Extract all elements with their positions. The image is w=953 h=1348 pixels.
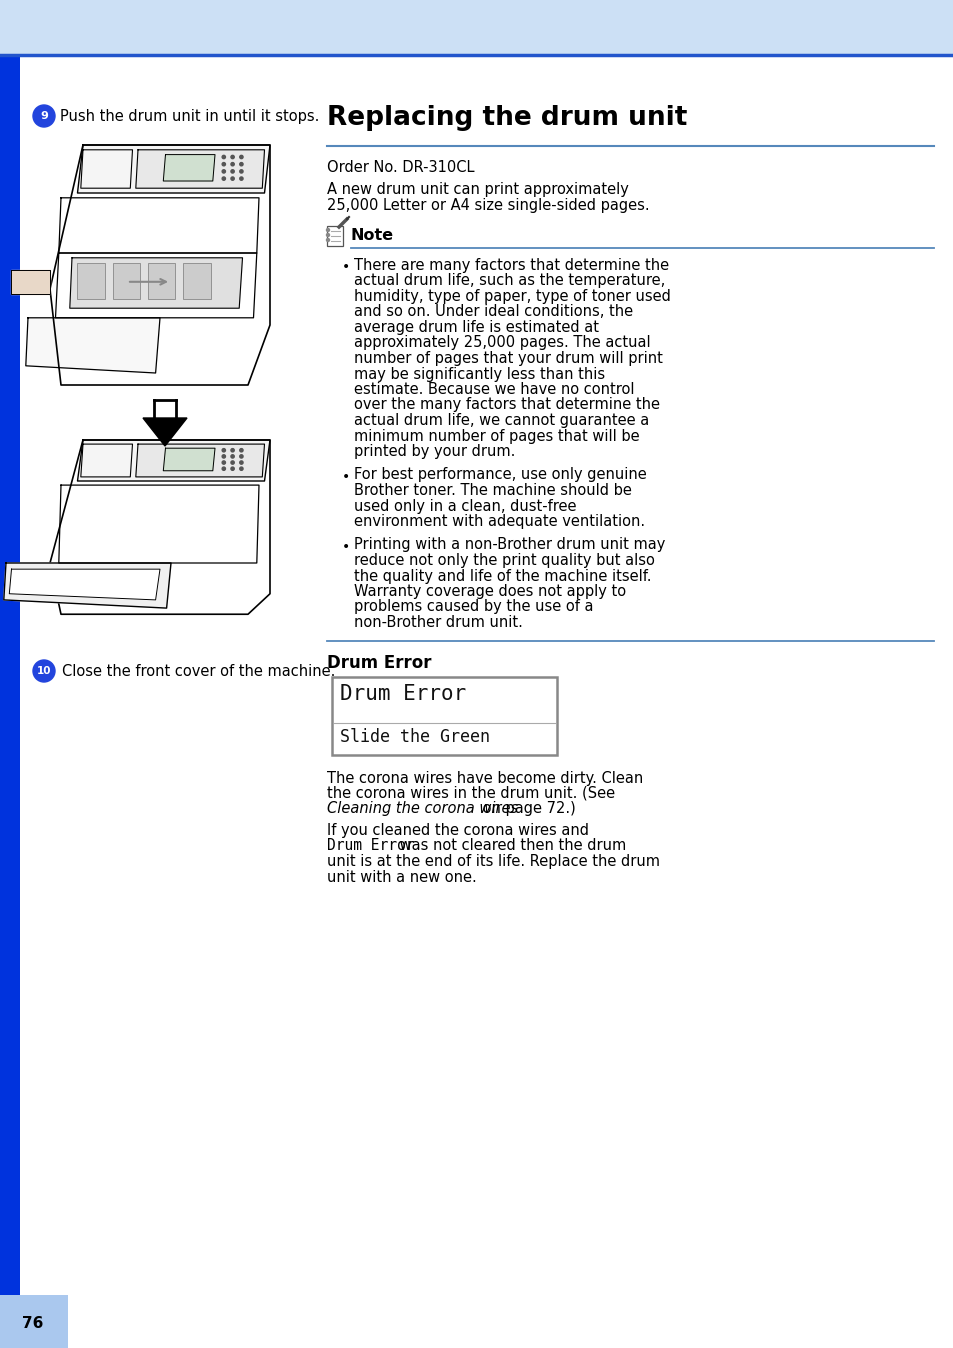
Circle shape — [231, 163, 234, 166]
Text: environment with adequate ventilation.: environment with adequate ventilation. — [354, 514, 644, 528]
Text: problems caused by the use of a: problems caused by the use of a — [354, 600, 593, 615]
Polygon shape — [26, 318, 160, 373]
Text: 9: 9 — [40, 111, 48, 121]
Text: Printing with a non-Brother drum unit may: Printing with a non-Brother drum unit ma… — [354, 538, 664, 553]
Text: •: • — [341, 260, 350, 274]
Circle shape — [231, 461, 234, 464]
Text: A new drum unit can print approximately: A new drum unit can print approximately — [327, 182, 628, 197]
Bar — [332, 677, 557, 755]
Circle shape — [239, 155, 243, 159]
Circle shape — [239, 449, 243, 452]
Circle shape — [222, 177, 225, 181]
Text: minimum number of pages that will be: minimum number of pages that will be — [354, 429, 639, 443]
Circle shape — [231, 177, 234, 181]
Text: Note: Note — [351, 229, 394, 244]
Text: on page 72.): on page 72.) — [477, 802, 576, 817]
Text: Cleaning the corona wires: Cleaning the corona wires — [327, 802, 517, 817]
Text: over the many factors that determine the: over the many factors that determine the — [354, 398, 659, 412]
Text: unit is at the end of its life. Replace the drum: unit is at the end of its life. Replace … — [327, 855, 659, 869]
Text: printed by your drum.: printed by your drum. — [354, 443, 515, 460]
Circle shape — [222, 163, 225, 166]
Text: the corona wires in the drum unit. (See: the corona wires in the drum unit. (See — [327, 786, 615, 801]
Text: Drum Error: Drum Error — [327, 838, 414, 853]
Text: Slide the Green: Slide the Green — [339, 728, 490, 747]
Text: •: • — [341, 539, 350, 554]
Text: Warranty coverage does not apply to: Warranty coverage does not apply to — [354, 584, 625, 599]
Circle shape — [222, 170, 225, 173]
Polygon shape — [135, 150, 264, 189]
Circle shape — [239, 177, 243, 181]
Circle shape — [222, 155, 225, 159]
Polygon shape — [77, 146, 270, 193]
Polygon shape — [10, 569, 160, 600]
Polygon shape — [135, 443, 264, 477]
Bar — [183, 263, 211, 299]
Text: Replacing the drum unit: Replacing the drum unit — [327, 105, 687, 131]
Circle shape — [239, 454, 243, 458]
Polygon shape — [77, 439, 270, 481]
Text: The corona wires have become dirty. Clean: The corona wires have become dirty. Clea… — [327, 771, 642, 786]
Text: the quality and life of the machine itself.: the quality and life of the machine itse… — [354, 569, 651, 584]
Text: Drum Error: Drum Error — [327, 655, 431, 673]
Polygon shape — [11, 270, 50, 294]
Text: There are many factors that determine the: There are many factors that determine th… — [354, 257, 668, 274]
Circle shape — [326, 239, 329, 241]
Text: 10: 10 — [37, 666, 51, 675]
Bar — [112, 263, 140, 299]
Circle shape — [222, 466, 225, 470]
Text: Order No. DR-310CL: Order No. DR-310CL — [327, 160, 474, 175]
Circle shape — [231, 454, 234, 458]
Text: Drum Error: Drum Error — [339, 685, 466, 705]
Text: 25,000 Letter or A4 size single-sided pages.: 25,000 Letter or A4 size single-sided pa… — [327, 198, 649, 213]
Text: non-Brother drum unit.: non-Brother drum unit. — [354, 615, 522, 630]
Text: average drum life is estimated at: average drum life is estimated at — [354, 319, 598, 336]
Text: used only in a clean, dust-free: used only in a clean, dust-free — [354, 499, 576, 514]
Circle shape — [239, 461, 243, 464]
Text: Push the drum unit in until it stops.: Push the drum unit in until it stops. — [60, 108, 319, 124]
Text: actual drum life, we cannot guarantee a: actual drum life, we cannot guarantee a — [354, 412, 649, 429]
Polygon shape — [143, 418, 187, 446]
Bar — [77, 263, 105, 299]
Text: 76: 76 — [22, 1316, 43, 1330]
Circle shape — [222, 454, 225, 458]
Bar — [0, 0, 953, 55]
Circle shape — [231, 466, 234, 470]
Circle shape — [33, 661, 55, 682]
Circle shape — [326, 229, 329, 232]
Bar — [327, 226, 343, 245]
Circle shape — [33, 105, 55, 127]
Polygon shape — [70, 257, 242, 309]
Text: Close the front cover of the machine.: Close the front cover of the machine. — [62, 663, 335, 678]
Text: unit with a new one.: unit with a new one. — [327, 869, 476, 884]
Circle shape — [231, 155, 234, 159]
Text: For best performance, use only genuine: For best performance, use only genuine — [354, 468, 646, 483]
Circle shape — [239, 163, 243, 166]
Text: humidity, type of paper, type of toner used: humidity, type of paper, type of toner u… — [354, 288, 670, 305]
Text: reduce not only the print quality but also: reduce not only the print quality but al… — [354, 553, 654, 568]
Text: and so on. Under ideal conditions, the: and so on. Under ideal conditions, the — [354, 305, 633, 319]
Text: may be significantly less than this: may be significantly less than this — [354, 367, 604, 381]
Text: number of pages that your drum will print: number of pages that your drum will prin… — [354, 350, 662, 367]
Bar — [148, 263, 175, 299]
Circle shape — [231, 449, 234, 452]
Circle shape — [231, 170, 234, 173]
Text: estimate. Because we have no control: estimate. Because we have no control — [354, 381, 634, 398]
Text: Brother toner. The machine should be: Brother toner. The machine should be — [354, 483, 631, 497]
Circle shape — [326, 233, 329, 236]
Circle shape — [222, 449, 225, 452]
Text: If you cleaned the corona wires and: If you cleaned the corona wires and — [327, 824, 588, 838]
Bar — [0, 1295, 68, 1348]
Bar — [0, 55, 20, 1348]
Circle shape — [239, 466, 243, 470]
Polygon shape — [4, 563, 171, 608]
Text: •: • — [341, 469, 350, 484]
Polygon shape — [163, 155, 214, 181]
Circle shape — [239, 170, 243, 173]
Polygon shape — [163, 448, 214, 470]
Circle shape — [222, 461, 225, 464]
Text: approximately 25,000 pages. The actual: approximately 25,000 pages. The actual — [354, 336, 650, 350]
Text: actual drum life, such as the temperature,: actual drum life, such as the temperatur… — [354, 274, 664, 288]
Text: was not cleared then the drum: was not cleared then the drum — [395, 838, 625, 853]
